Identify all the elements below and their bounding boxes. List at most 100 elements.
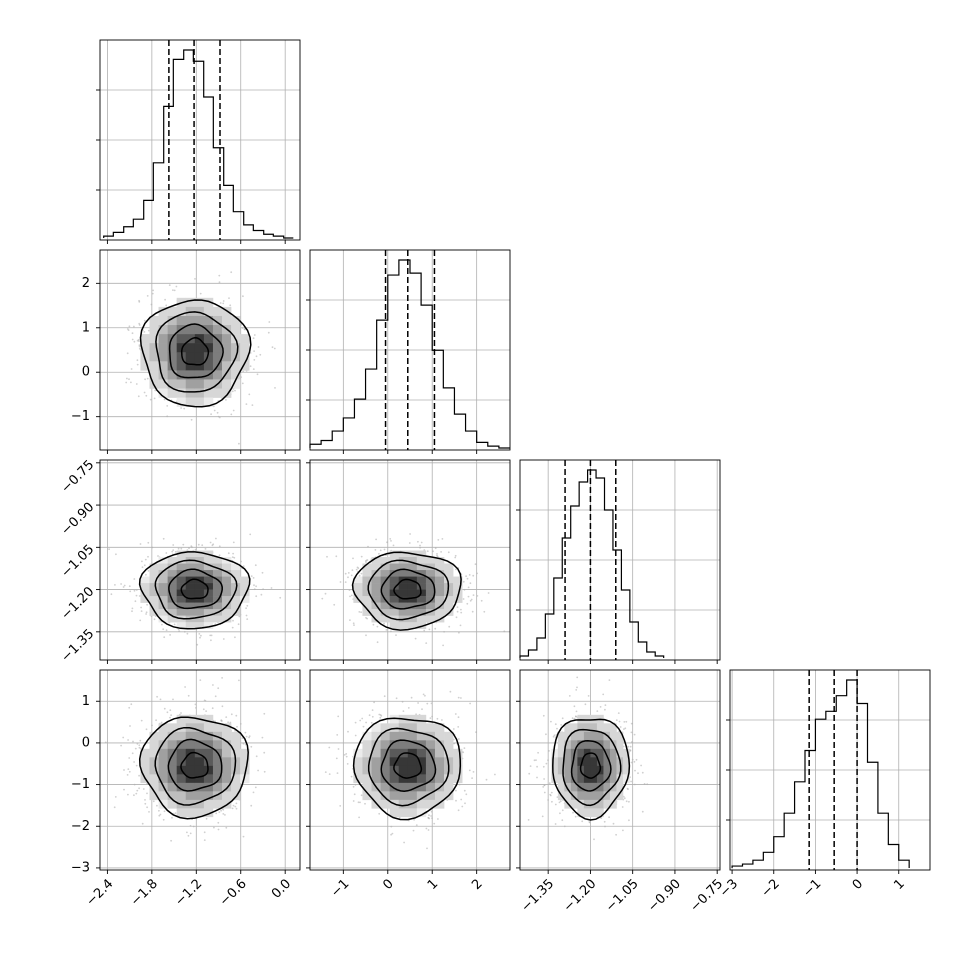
scatter-point: [343, 754, 346, 756]
x-tick-label: 0: [380, 876, 396, 892]
density-cell: [416, 596, 427, 603]
density-cell: [167, 791, 177, 801]
scatter-point: [274, 387, 276, 389]
scatter-point: [468, 574, 471, 576]
density-cell: [425, 757, 436, 767]
scatter-point: [248, 393, 251, 396]
scatter-point: [230, 713, 233, 716]
scatter-point: [250, 745, 253, 748]
scatter-point: [248, 736, 251, 739]
scatter-point: [232, 409, 235, 412]
scatter-panel-3-0: [96, 669, 301, 874]
density-cell: [380, 570, 390, 577]
scatter-point: [543, 784, 546, 787]
contour-level-3: [552, 718, 631, 821]
density-cell: [231, 315, 241, 326]
scatter-point: [169, 709, 172, 712]
density-cell: [596, 799, 604, 809]
density-cell: [380, 557, 390, 564]
scatter-point: [130, 368, 133, 370]
scatter-point: [194, 703, 197, 706]
scatter-point: [347, 576, 349, 579]
density-cell: [551, 774, 559, 784]
scatter-point: [257, 769, 259, 772]
density-cell: [564, 748, 572, 758]
density-cell: [203, 757, 214, 767]
scatter-point: [213, 409, 216, 412]
scatter-point: [263, 770, 266, 773]
density-cell: [407, 791, 418, 801]
scatter-point: [633, 760, 636, 763]
density-cell: [194, 325, 205, 335]
scatter-point: [390, 825, 393, 828]
scatter-point: [253, 350, 256, 352]
density-cell: [353, 748, 363, 758]
scatter-point: [554, 803, 557, 806]
scatter-point: [469, 599, 472, 602]
density-cell: [167, 583, 177, 590]
scatter-point: [140, 719, 143, 722]
scatter-point: [646, 783, 649, 786]
scatter-point: [172, 549, 175, 551]
density-cell: [158, 740, 168, 750]
scatter-point: [126, 377, 128, 380]
density-cell: [616, 782, 624, 792]
density-cell: [176, 622, 187, 629]
scatter-point: [270, 587, 273, 589]
scatter-point: [353, 793, 356, 796]
scatter-point: [383, 622, 385, 625]
density-cell: [194, 791, 205, 801]
scatter-point: [253, 359, 256, 361]
density-cell: [167, 609, 177, 616]
density-cell: [398, 782, 409, 792]
scatter-point: [186, 831, 188, 834]
scatter-point: [551, 800, 553, 803]
scatter-point: [114, 584, 116, 586]
density-cell: [185, 589, 196, 597]
density-cell: [444, 782, 454, 792]
scatter-point: [172, 544, 175, 546]
scatter-point: [173, 289, 176, 292]
scatter-point: [448, 625, 451, 628]
scatter-point: [415, 713, 417, 716]
density-cell: [176, 774, 187, 784]
density-cell: [149, 576, 159, 584]
density-cell: [158, 748, 168, 758]
scatter-point: [335, 555, 338, 558]
density-cell: [425, 609, 436, 616]
density-cell: [398, 799, 409, 809]
density-cell: [158, 615, 168, 623]
density-cell: [176, 570, 187, 577]
scatter-point: [419, 544, 421, 547]
scatter-point: [267, 331, 270, 334]
scatter-point: [365, 561, 367, 563]
scatter-point: [230, 413, 233, 416]
scatter-point: [154, 389, 157, 392]
scatter-point: [220, 809, 223, 812]
density-cell: [389, 774, 400, 784]
density-cell: [398, 808, 409, 818]
scatter-point: [224, 814, 226, 816]
scatter-point: [244, 743, 247, 746]
scatter-point: [599, 706, 602, 708]
scatter-point: [120, 744, 122, 747]
scatter-point: [563, 825, 566, 828]
density-cell: [185, 388, 196, 398]
density-cell: [389, 782, 400, 792]
density-cell: [609, 757, 617, 767]
density-cell: [167, 765, 177, 775]
density-cell: [240, 361, 250, 371]
density-cell: [389, 723, 400, 733]
scatter-point: [547, 799, 549, 801]
scatter-point: [241, 382, 244, 385]
density-cell: [222, 723, 232, 733]
scatter-point: [129, 590, 132, 593]
scatter-point: [414, 637, 417, 640]
density-cell: [453, 589, 463, 597]
density-cell: [425, 791, 436, 801]
scatter-point: [252, 577, 255, 579]
scatter-point: [635, 758, 638, 761]
density-cell: [362, 774, 372, 784]
density-cell: [231, 589, 241, 597]
density-cell: [176, 583, 187, 590]
